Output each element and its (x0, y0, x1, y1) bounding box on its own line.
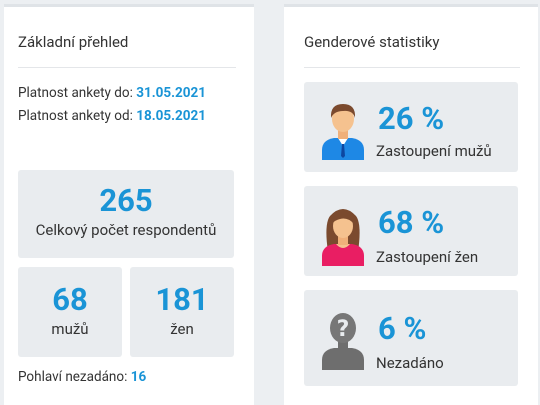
men-label: mužů (51, 320, 89, 338)
date: 18.05.2021 (136, 108, 207, 124)
female-icon (322, 209, 364, 266)
men-stat: 26 % Zastoupení mužů (304, 82, 518, 172)
male-icon (322, 104, 364, 160)
women-box: 181 žen (130, 267, 234, 357)
overview-card: Základní přehled Platnost ankety do: 31.… (4, 4, 254, 405)
date: 31.05.2021 (136, 85, 207, 101)
card-title: Základní přehled (18, 33, 129, 51)
gender-card: Genderové statistiky 26 % Zastoupení muž… (284, 4, 538, 405)
label: Pohlaví nezadáno: (18, 369, 128, 385)
label: Nezadáno (376, 354, 444, 372)
divider (304, 67, 520, 68)
total-box: 265 Celkový počet respondentů (18, 170, 234, 258)
divider (18, 67, 236, 68)
women-label: žen (170, 320, 194, 338)
label: Zastoupení mužů (376, 142, 492, 160)
count: 16 (130, 369, 147, 385)
unspecified: Pohlaví nezadáno: 16 (18, 369, 146, 385)
men-box: 68 mužů (18, 267, 122, 357)
label: Zastoupení žen (376, 248, 479, 266)
card-title: Genderové statistiky (304, 33, 440, 51)
icon-mark: ? (337, 317, 350, 342)
unknown-icon: ? (322, 313, 364, 370)
unspecified-stat: ? 6 % Nezadáno (304, 290, 518, 386)
women: 181 (155, 281, 209, 318)
label: Platnost ankety do: (18, 85, 133, 101)
total: 265 (99, 182, 153, 219)
men: 68 (52, 281, 88, 318)
total-label: Celkový počet respondentů (35, 221, 217, 239)
women-stat: 68 % Zastoupení žen (304, 186, 518, 276)
valid-to: Platnost ankety do: 31.05.2021 (18, 85, 206, 101)
valid-from: Platnost ankety od: 18.05.2021 (18, 108, 206, 124)
percent: 68 % (378, 204, 445, 241)
percent: 26 % (378, 100, 445, 137)
percent: 6 % (378, 310, 427, 347)
label: Platnost ankety od: (18, 108, 133, 124)
